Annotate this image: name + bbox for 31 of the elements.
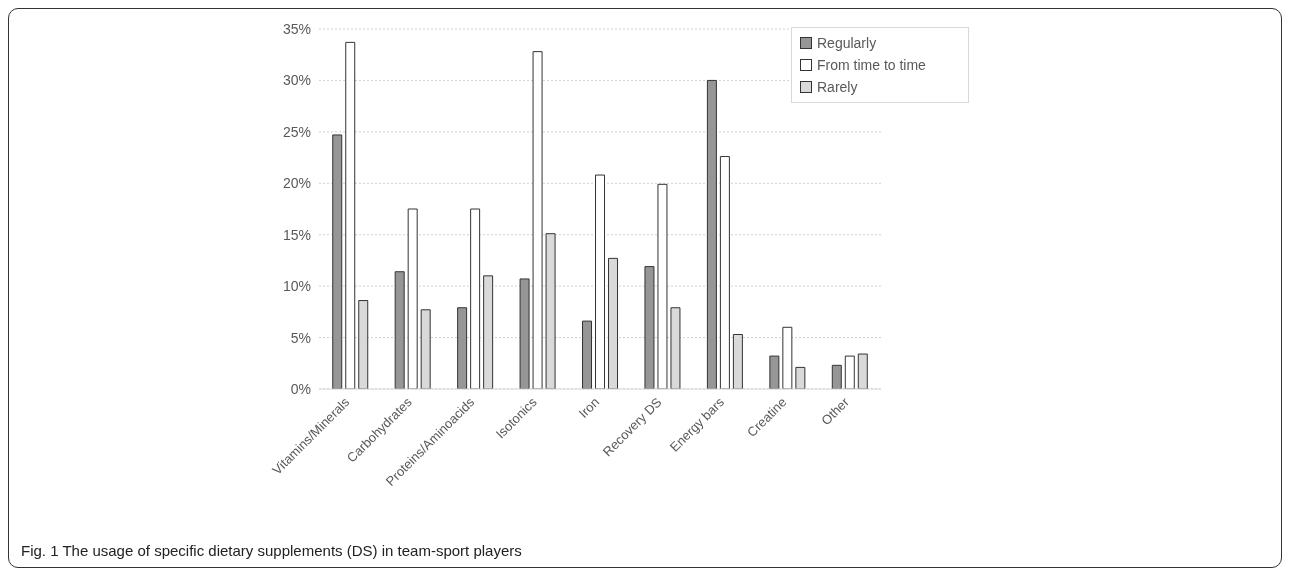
y-tick-label: 30% — [282, 72, 311, 89]
y-tick-label: 35% — [282, 20, 311, 37]
bar — [582, 320, 593, 389]
legend-label: From time to time — [817, 56, 926, 75]
y-tick-label: 15% — [282, 226, 311, 243]
bar — [719, 156, 730, 389]
y-tick-label: 10% — [282, 278, 311, 295]
y-tick-label: 25% — [282, 123, 311, 140]
bar — [769, 355, 780, 389]
bar — [332, 134, 343, 389]
y-tick-label: 20% — [282, 175, 311, 192]
bar — [345, 41, 356, 389]
caption: Fig. 1 The usage of specific dietary supplements (DS) in team-sport players — [21, 542, 522, 559]
bar — [844, 355, 855, 389]
legend-label: Regularly — [817, 34, 877, 53]
bar — [657, 183, 668, 389]
bar — [595, 174, 606, 389]
bar — [470, 208, 481, 389]
y-tick-label: 5% — [290, 329, 311, 346]
bar — [532, 51, 543, 389]
legend-label: Rarely — [817, 78, 858, 97]
bar — [519, 278, 530, 389]
x-tick-label: Iron — [575, 394, 603, 421]
bar — [782, 326, 793, 389]
bar — [706, 79, 717, 389]
bar — [457, 307, 468, 389]
bar — [831, 364, 842, 389]
y-tick-label: 0% — [290, 380, 311, 397]
bar — [407, 208, 418, 389]
bar — [394, 271, 405, 389]
bar — [644, 266, 655, 389]
